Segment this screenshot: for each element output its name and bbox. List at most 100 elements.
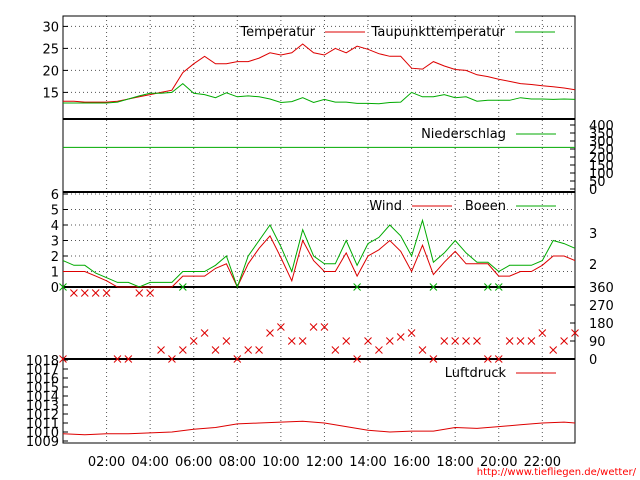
direction-marker: [277, 323, 285, 331]
direction-marker: [407, 329, 416, 337]
calm-marker: [59, 283, 67, 291]
y-right-tick-label: 2: [589, 258, 597, 273]
x-tick-label: 20:00: [480, 455, 517, 470]
direction-marker: [102, 289, 111, 297]
direction-marker: [396, 333, 405, 341]
direction-marker: [244, 346, 253, 354]
y-tick-label: 1010: [26, 426, 59, 441]
x-tick-label: 16:00: [393, 455, 430, 470]
y-tick-label: 1011: [26, 417, 59, 432]
direction-marker: [364, 337, 372, 345]
y-right-tick-label: 350: [589, 127, 614, 142]
direction-marker: [91, 289, 100, 297]
x-tick-label: 18:00: [436, 455, 473, 470]
calm-marker: [429, 283, 438, 291]
series-wind: [63, 235, 576, 289]
direction-marker: [211, 346, 220, 354]
y-right-tick-label: 150: [589, 159, 614, 174]
direction-marker: [571, 329, 579, 337]
series-luftdruck: [62, 420, 576, 436]
y-right-tick-label: 0: [589, 353, 597, 368]
legend-boeen-label: Boeen: [465, 199, 506, 214]
y-tick-label: 1013: [26, 399, 59, 414]
y-tick-label: 25: [42, 42, 59, 57]
direction-marker: [440, 337, 449, 345]
direction-marker: [189, 337, 198, 345]
direction-marker: [342, 337, 351, 345]
y-right-tick-label: 270: [589, 299, 614, 314]
y-tick-label: 15: [42, 86, 59, 101]
series-boeen: [62, 218, 576, 289]
y-tick-label: 30: [42, 20, 59, 35]
y-tick-label: 1018: [26, 354, 59, 369]
y-right-tick-label: 360: [589, 281, 614, 296]
calm-marker: [353, 283, 361, 291]
direction-marker: [70, 289, 78, 297]
labels-layer: 02:00 04:00 06:00 08:00 10:00 12:00 14:00 16:00…: [26, 20, 614, 470]
y-right-tick-label: 300: [589, 135, 614, 150]
direction-marker: [222, 337, 231, 345]
x-tick-label: 06:00: [175, 455, 212, 470]
y-right-tick-label: 180: [589, 317, 614, 332]
direction-marker: [527, 337, 536, 345]
y-right-tick-label: 50: [589, 175, 606, 190]
y-tick-label: 3: [51, 235, 59, 250]
y-tick-label: 1015: [26, 381, 59, 396]
legend-temperatur-label: Temperatur: [239, 25, 315, 40]
y-right-tick-label: 400: [589, 119, 614, 134]
direction-marker: [560, 337, 568, 345]
x-tick-label: 10:00: [262, 455, 299, 470]
direction-marker: [178, 346, 187, 354]
y-tick-label: 2: [51, 250, 59, 265]
direction-marker: [113, 355, 122, 363]
direction-marker: [418, 346, 427, 354]
legend-taupunkt-label: Taupunkttemperatur: [371, 25, 506, 40]
x-tick-label: 08:00: [219, 455, 256, 470]
y-tick-label: 6: [51, 188, 59, 203]
direction-marker: [451, 337, 460, 345]
direction-marker: [483, 355, 492, 363]
y-tick-label: 1009: [26, 435, 59, 450]
y-right-tick-label: 200: [589, 151, 614, 166]
direction-marker: [516, 337, 525, 345]
y-right-tick-label: 100: [589, 167, 614, 182]
direction-marker: [255, 346, 263, 354]
y-right-tick-label: 0: [589, 183, 597, 198]
legend-niederschlag-label: Niederschlag: [421, 127, 506, 142]
y-tick-label: 0: [51, 281, 59, 296]
y-right-tick-label: 3: [589, 227, 597, 242]
series-layer: [59, 31, 579, 436]
x-tick-label: 12:00: [306, 455, 343, 470]
direction-marker: [538, 329, 547, 337]
direction-marker: [135, 289, 144, 297]
direction-marker: [320, 323, 329, 331]
direction-marker: [309, 323, 318, 331]
y-tick-label: 1: [51, 266, 59, 281]
grid-layer: [63, 16, 575, 443]
direction-marker: [462, 337, 470, 345]
direction-marker: [157, 346, 165, 354]
x-tick-label: 04:00: [131, 455, 168, 470]
direction-marker: [168, 355, 176, 363]
y-right-tick-label: 90: [589, 335, 606, 350]
direction-marker: [429, 355, 438, 363]
y-tick-label: 20: [42, 64, 59, 79]
direction-marker: [200, 329, 209, 337]
y-tick-label: 5: [51, 204, 59, 219]
x-tick-label: 14:00: [349, 455, 386, 470]
direction-marker: [59, 355, 67, 363]
legend-luftdruck-label: Luftdruck: [445, 366, 507, 381]
credit-link[interactable]: http://www.tiefliegen.de/wetter/: [476, 467, 636, 478]
x-tick-label: 02:00: [88, 455, 125, 470]
direction-marker: [549, 346, 558, 354]
direction-marker: [233, 355, 242, 363]
direction-marker: [287, 337, 296, 345]
legend-wind-label: Wind: [369, 199, 402, 214]
direction-marker: [353, 355, 361, 363]
direction-marker: [505, 337, 514, 345]
calm-marker: [178, 283, 187, 291]
y-tick-label: 1017: [26, 363, 59, 378]
x-tick-label: 22:00: [524, 455, 561, 470]
series-taupunkttemperatur: [63, 82, 576, 105]
